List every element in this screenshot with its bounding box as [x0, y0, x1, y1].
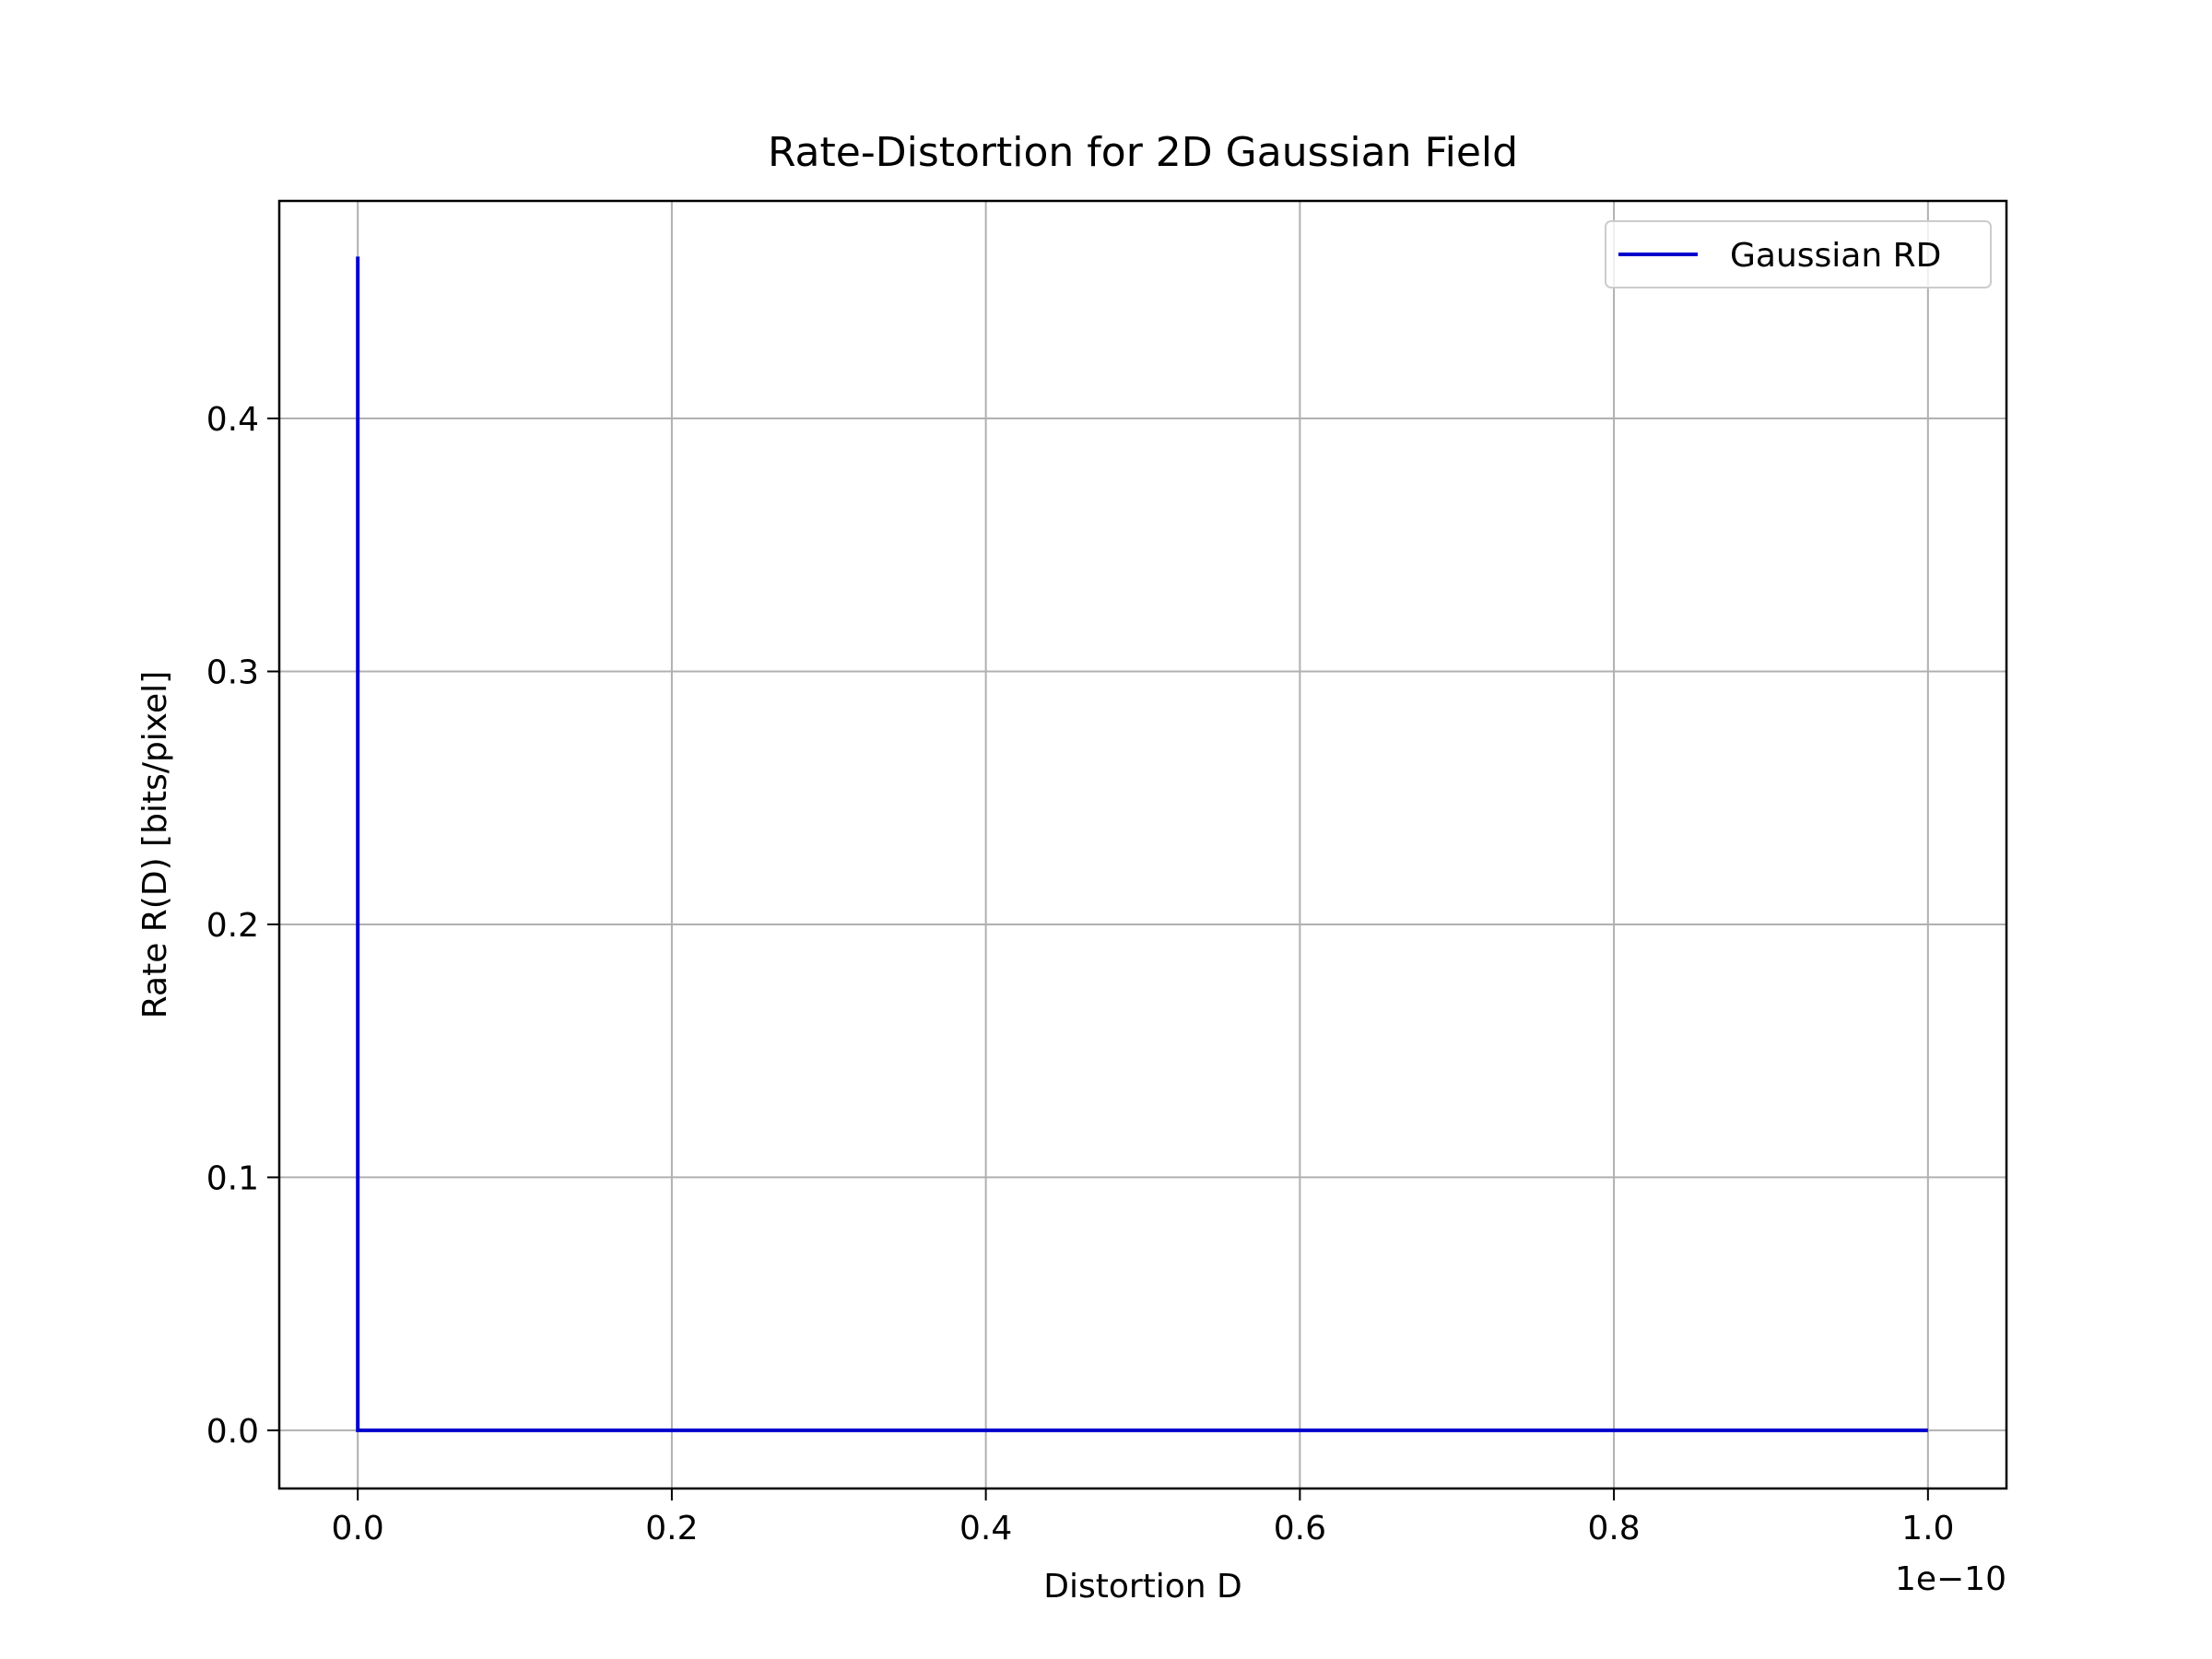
- x-tick-label: 0.2: [645, 1510, 698, 1547]
- y-tick-label: 0.0: [206, 1413, 259, 1451]
- x-tick-label: 0.6: [1274, 1510, 1326, 1547]
- series-line-gaussian-rd: [356, 256, 1928, 1432]
- x-axis-label: Distortion D: [1043, 1568, 1242, 1606]
- chart-title: Rate-Distortion for 2D Gaussian Field: [768, 129, 1518, 176]
- ticks: 0.0 0.2 0.4 0.6 0.8 1.0 0.0 0.1 0.2 0.3 0.4: [206, 401, 1955, 1547]
- legend: Gaussian RD: [1605, 220, 1992, 288]
- x-tick-label: 0.0: [332, 1510, 384, 1547]
- y-tick-label: 0.1: [206, 1159, 259, 1197]
- x-tick-label: 1.0: [1901, 1510, 1954, 1547]
- x-axis-offset-label: 1e−10: [1895, 1560, 2006, 1598]
- x-tick-label: 0.4: [959, 1510, 1012, 1547]
- legend-label-gaussian-rd: Gaussian RD: [1730, 237, 1941, 275]
- grid: [279, 201, 2006, 1488]
- y-tick-label: 0.3: [206, 653, 259, 691]
- legend-box: [1605, 220, 1992, 288]
- y-axis-label: Rate R(D) [bits/pixel]: [136, 671, 174, 1018]
- series-layer: [356, 256, 1928, 1432]
- plot-frame: [277, 199, 2008, 1490]
- x-tick-label: 0.8: [1587, 1510, 1640, 1547]
- y-tick-label: 0.4: [206, 401, 259, 439]
- y-tick-label: 0.2: [206, 907, 259, 945]
- labels: Rate-Distortion for 2D Gaussian Field Di…: [136, 129, 2006, 1606]
